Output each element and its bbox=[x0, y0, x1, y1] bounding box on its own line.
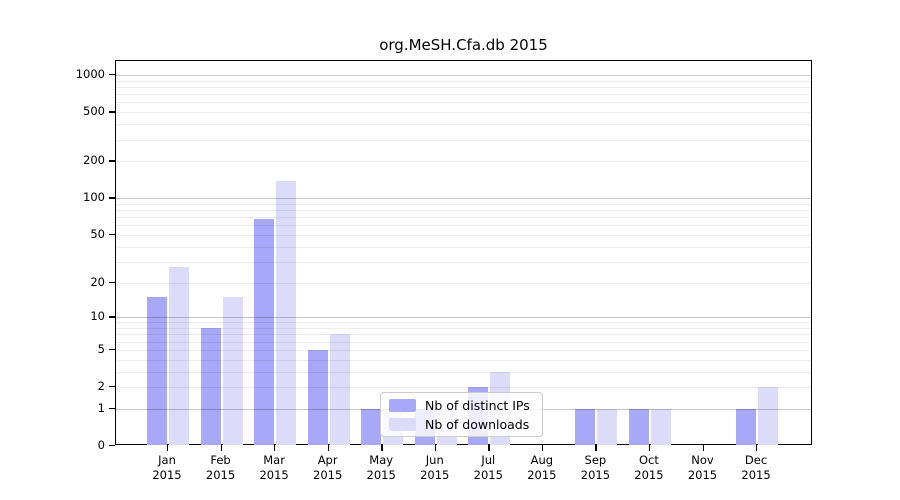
gridline bbox=[116, 371, 811, 373]
gridline bbox=[116, 203, 811, 205]
gridline bbox=[116, 112, 811, 114]
x-tick-label: Mar 2015 bbox=[259, 453, 289, 482]
legend-item-downloads: Nb of downloads bbox=[389, 417, 534, 432]
y-tick-mark bbox=[109, 316, 115, 318]
gridline bbox=[116, 124, 811, 126]
bar-distinct-ips bbox=[575, 408, 596, 445]
x-tick-mark bbox=[595, 445, 597, 451]
y-tick-mark bbox=[109, 233, 115, 236]
bar-downloads bbox=[597, 408, 618, 445]
y-tick-mark bbox=[109, 407, 115, 410]
plot-area bbox=[115, 60, 812, 445]
x-tick-mark bbox=[756, 445, 758, 451]
gridline bbox=[116, 94, 811, 96]
gridline bbox=[116, 210, 811, 212]
gridline bbox=[116, 102, 811, 104]
y-tick-mark bbox=[109, 445, 115, 447]
x-tick-label: May 2015 bbox=[366, 453, 396, 482]
x-tick-mark bbox=[488, 445, 490, 451]
gridline bbox=[116, 80, 811, 82]
y-tick-mark bbox=[109, 160, 115, 162]
legend-swatch-downloads-icon bbox=[389, 417, 416, 431]
bar-downloads bbox=[276, 181, 297, 445]
gridline bbox=[116, 225, 811, 227]
gridline bbox=[116, 334, 811, 336]
x-tick-mark bbox=[381, 445, 383, 451]
x-tick-mark bbox=[274, 445, 276, 451]
gridline bbox=[116, 75, 811, 76]
gridline bbox=[116, 198, 811, 200]
gridline bbox=[116, 246, 811, 248]
bar-distinct-ips bbox=[628, 408, 649, 445]
y-tick-mark bbox=[109, 74, 115, 76]
gridline bbox=[116, 86, 811, 88]
x-tick-label: Aug 2015 bbox=[527, 453, 557, 482]
bar-distinct-ips bbox=[147, 297, 167, 445]
gridline bbox=[116, 359, 811, 361]
y-tick-mark bbox=[109, 281, 115, 283]
y-tick-mark bbox=[109, 348, 115, 351]
y-tick-label: 0 bbox=[97, 438, 105, 452]
bar-downloads bbox=[329, 334, 350, 445]
gridline bbox=[116, 322, 811, 324]
x-tick-mark bbox=[434, 445, 437, 451]
gridline bbox=[116, 349, 811, 351]
x-tick-label: Jul 2015 bbox=[473, 453, 503, 482]
x-tick-label: Apr 2015 bbox=[313, 453, 343, 482]
gridline bbox=[116, 261, 811, 263]
gridline bbox=[116, 161, 811, 163]
x-tick-label: Nov 2015 bbox=[687, 453, 718, 482]
y-tick-label: 2 bbox=[97, 379, 105, 393]
y-tick-label: 200 bbox=[83, 153, 105, 168]
y-tick-mark bbox=[109, 197, 115, 199]
bar-downloads bbox=[758, 387, 779, 445]
bar-distinct-ips bbox=[307, 349, 328, 445]
bar-downloads bbox=[222, 297, 243, 445]
x-tick-mark bbox=[220, 445, 222, 451]
legend: Nb of distinct IPs Nb of downloads bbox=[380, 392, 543, 437]
x-tick-label: Dec 2015 bbox=[741, 453, 771, 482]
x-tick-mark bbox=[648, 445, 651, 451]
y-tick-label: 100 bbox=[83, 190, 105, 205]
x-tick-mark bbox=[167, 445, 169, 451]
x-tick-label: Jun 2015 bbox=[420, 453, 450, 482]
gridline bbox=[116, 328, 811, 329]
bar-distinct-ips bbox=[254, 218, 275, 445]
bar-downloads bbox=[169, 267, 189, 445]
y-tick-label: 1000 bbox=[75, 67, 105, 81]
bar-distinct-ips bbox=[736, 408, 757, 445]
y-tick-label: 1 bbox=[97, 400, 105, 415]
y-tick-mark bbox=[109, 386, 115, 388]
gridline bbox=[116, 341, 811, 343]
legend-label: Nb of distinct IPs bbox=[425, 397, 530, 413]
x-tick-label: Sep 2015 bbox=[580, 453, 611, 482]
bar-distinct-ips bbox=[200, 328, 221, 445]
y-tick-label: 50 bbox=[90, 226, 105, 241]
gridline bbox=[116, 139, 811, 141]
y-tick-mark bbox=[109, 111, 115, 113]
legend-item-distinct-ips: Nb of distinct IPs bbox=[389, 398, 534, 413]
gridline bbox=[116, 387, 811, 388]
legend-swatch-distinct-ips-icon bbox=[389, 398, 416, 412]
x-tick-mark bbox=[327, 445, 330, 451]
x-tick-label: Jan 2015 bbox=[152, 453, 182, 482]
gridline bbox=[116, 217, 811, 219]
y-tick-label: 10 bbox=[90, 309, 105, 324]
bar-distinct-ips bbox=[361, 408, 382, 445]
x-tick-label: Oct 2015 bbox=[634, 453, 664, 482]
gridline bbox=[116, 317, 811, 319]
gridline bbox=[116, 234, 811, 236]
x-tick-mark bbox=[541, 445, 544, 451]
bar-downloads bbox=[650, 408, 671, 445]
chart-title: org.MeSH.Cfa.db 2015 bbox=[379, 36, 548, 54]
gridline bbox=[116, 282, 811, 284]
x-tick-label: Feb 2015 bbox=[205, 453, 236, 482]
legend-label: Nb of downloads bbox=[425, 416, 530, 432]
y-tick-label: 20 bbox=[90, 274, 105, 289]
x-tick-mark bbox=[702, 445, 704, 451]
y-tick-label: 500 bbox=[83, 104, 105, 119]
y-tick-label: 5 bbox=[97, 341, 105, 356]
